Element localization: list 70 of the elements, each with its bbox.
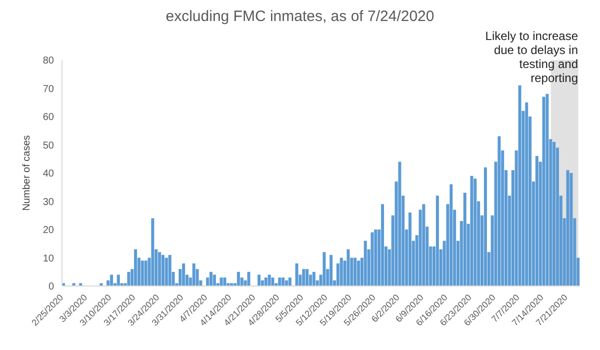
bar bbox=[295, 263, 298, 286]
bar bbox=[535, 156, 538, 286]
bar bbox=[182, 263, 186, 286]
y-tick-label: 50 bbox=[42, 140, 54, 152]
bar bbox=[484, 167, 487, 286]
bar bbox=[398, 162, 402, 286]
chart-title: excluding FMC inmates, as of 7/24/2020 bbox=[164, 8, 436, 26]
bar bbox=[288, 278, 292, 286]
bar bbox=[278, 278, 282, 286]
bar bbox=[192, 263, 196, 286]
bar bbox=[144, 260, 148, 286]
bar bbox=[236, 272, 240, 286]
bar bbox=[463, 192, 466, 286]
bar bbox=[546, 94, 549, 286]
bar bbox=[474, 178, 477, 286]
bar bbox=[450, 184, 453, 286]
band-label: Likely to increase due to delays in testing and reporting bbox=[485, 29, 578, 85]
y-tick-label: 40 bbox=[42, 168, 54, 180]
bar bbox=[164, 258, 168, 286]
bar bbox=[264, 278, 268, 286]
bar bbox=[498, 136, 501, 286]
y-tick-label: 60 bbox=[42, 112, 54, 124]
bar bbox=[110, 274, 114, 286]
bar bbox=[374, 230, 378, 286]
y-tick-label: 70 bbox=[42, 84, 54, 95]
bar bbox=[210, 272, 213, 286]
bar bbox=[408, 212, 412, 286]
bar bbox=[518, 85, 522, 286]
bar bbox=[161, 254, 164, 286]
bar bbox=[158, 252, 162, 286]
bar bbox=[322, 252, 326, 286]
bar bbox=[127, 272, 130, 286]
y-axis-title: Number of cases bbox=[22, 135, 33, 211]
bar bbox=[282, 278, 285, 286]
bar bbox=[116, 274, 120, 286]
bar bbox=[330, 254, 333, 286]
y-tick-label: 30 bbox=[42, 196, 54, 208]
y-tick-label: 20 bbox=[42, 225, 54, 236]
bar bbox=[306, 269, 309, 286]
y-tick-label: 0 bbox=[48, 282, 54, 293]
bar bbox=[151, 218, 154, 286]
y-tick-label: 10 bbox=[42, 253, 54, 264]
bar bbox=[436, 196, 439, 286]
bar bbox=[312, 272, 316, 286]
bar bbox=[525, 102, 528, 286]
bar bbox=[357, 260, 360, 286]
bar bbox=[247, 272, 250, 286]
bar bbox=[570, 173, 573, 286]
bar bbox=[268, 274, 271, 286]
bar bbox=[354, 258, 357, 286]
bar bbox=[470, 176, 474, 286]
bar bbox=[381, 204, 384, 286]
bar bbox=[212, 274, 216, 286]
bar bbox=[302, 269, 306, 286]
bar bbox=[223, 278, 226, 286]
bar bbox=[271, 278, 274, 286]
bar bbox=[346, 249, 350, 286]
bar bbox=[370, 232, 374, 286]
bar bbox=[542, 96, 546, 286]
bar bbox=[552, 142, 556, 286]
bar bbox=[566, 170, 570, 286]
y-tick-label: 80 bbox=[42, 56, 54, 67]
bar bbox=[340, 258, 343, 286]
bar bbox=[422, 204, 426, 286]
bar bbox=[134, 249, 138, 286]
bar bbox=[140, 260, 144, 286]
bar bbox=[258, 274, 261, 286]
bar bbox=[220, 278, 223, 286]
bar bbox=[168, 254, 172, 286]
bar bbox=[364, 240, 367, 286]
